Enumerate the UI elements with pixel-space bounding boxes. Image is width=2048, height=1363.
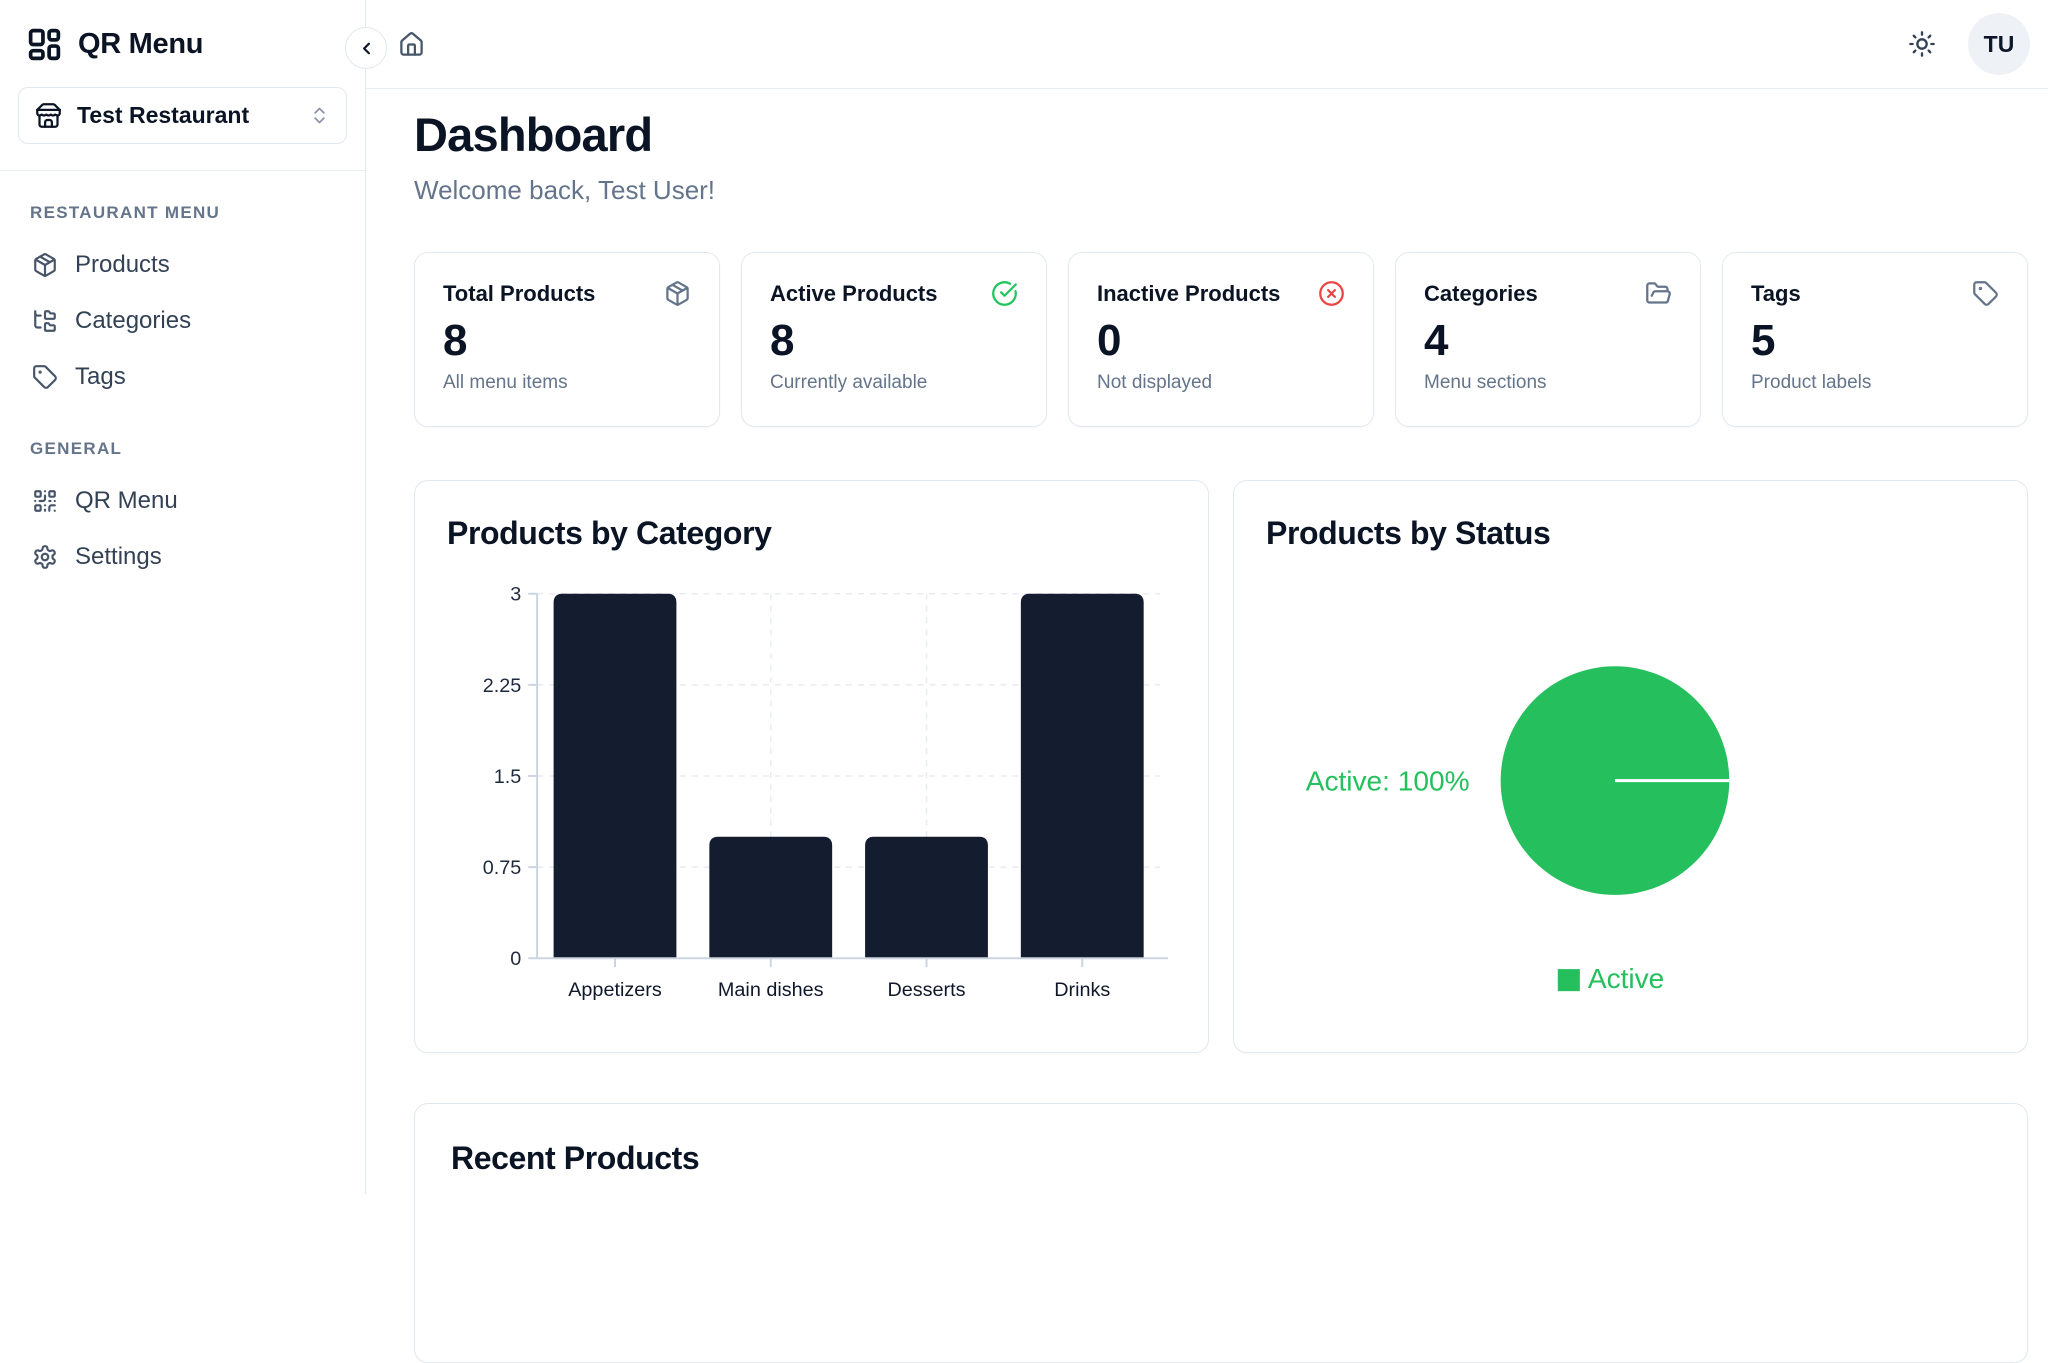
home-button[interactable] (392, 25, 431, 64)
sidebar-item-label: Tags (75, 363, 126, 390)
stat-subtitle: Currently available (770, 372, 928, 394)
stat-subtitle: Menu sections (1424, 372, 1547, 394)
package-icon (666, 281, 689, 307)
svg-text:0.75: 0.75 (483, 857, 522, 879)
stat-value: 0 (1097, 316, 1122, 366)
sidebar-nav: RESTAURANT MENU Products Categories (0, 171, 365, 611)
folder-open-icon (1646, 282, 1671, 305)
sidebar-item-label: Settings (75, 543, 162, 570)
theme-toggle-button[interactable] (1902, 24, 1942, 64)
stat-card-total-products: Total Products 8 All menu items (414, 252, 720, 428)
check-circle-icon (992, 281, 1017, 307)
chevrons-up-down-icon (314, 107, 325, 124)
sidebar-item-label: Categories (75, 307, 192, 334)
stat-value: 8 (443, 316, 468, 366)
stat-title: Categories (1424, 280, 1538, 306)
stat-value: 4 (1424, 316, 1449, 366)
restaurant-selector-wrap: Test Restaurant (0, 87, 365, 171)
dashboard-content: Dashboard Welcome back, Test User! Total… (366, 89, 2048, 1363)
svg-text:2.25: 2.25 (483, 675, 522, 697)
sidebar-item-label: QR Menu (75, 487, 178, 514)
gear-icon (34, 545, 56, 569)
svg-text:Active: 100%: Active: 100% (1306, 766, 1470, 797)
main-area: TU Dashboard Welcome back, Test User! To… (366, 0, 2048, 1363)
svg-text:0: 0 (510, 949, 521, 971)
svg-text:1.5: 1.5 (494, 766, 522, 788)
svg-text:3: 3 (510, 584, 521, 606)
x-circle-icon (1319, 281, 1344, 307)
recent-products-title: Recent Products (451, 1140, 700, 1177)
products-by-category-bar-chart: 0 0.75 1.5 2.25 3 Appetizers Main dishes Desser… (483, 584, 1169, 1001)
home-icon (400, 31, 423, 56)
section-label: GENERAL (30, 439, 123, 458)
sidebar-item-products[interactable]: Products (18, 237, 347, 293)
pie-chart-title: Products by Status (1266, 515, 1551, 552)
stat-title: Inactive Products (1097, 280, 1281, 306)
stat-title: Total Products (443, 280, 596, 306)
svg-text:Drinks: Drinks (1054, 979, 1110, 1001)
svg-text:Desserts: Desserts (887, 979, 965, 1001)
sidebar-item-label: Products (75, 251, 170, 278)
store-icon (36, 103, 61, 128)
stat-subtitle: Not displayed (1097, 372, 1213, 394)
bar-chart-card: Products by Category 0 0.75 1.5 2.25 3 Appeti… (414, 480, 1209, 1054)
bar-chart-title: Products by Category (447, 515, 772, 552)
restaurant-name: Test Restaurant (77, 102, 250, 128)
sidebar-item-categories[interactable]: Categories (18, 293, 347, 349)
nav-section-general: GENERAL QR Menu Settings (18, 439, 347, 585)
tag-icon (33, 365, 57, 389)
sidebar-item-settings[interactable]: Settings (18, 529, 347, 585)
chevron-left-icon (362, 42, 370, 54)
stat-card-inactive-products: Inactive Products 0 Not displayed (1068, 252, 1374, 428)
charts-row: Products by Category 0 0.75 1.5 2.25 3 Appeti… (414, 480, 2028, 1054)
app-logo-icon (28, 28, 61, 61)
folder-tree-icon (34, 310, 56, 332)
products-by-status-pie-chart: Active: 100% Active (1306, 666, 1730, 995)
stat-subtitle: All menu items (443, 372, 568, 394)
topbar-right: TU (1902, 13, 2030, 75)
stat-card-active-products: Active Products 8 Currently available (741, 252, 1047, 428)
sidebar: QR Menu Test Restaurant RESTAURANT MENU (0, 0, 366, 1194)
topbar: TU (366, 0, 2048, 89)
welcome-message: Welcome back, Test User! (414, 175, 716, 206)
svg-text:Appetizers: Appetizers (568, 979, 662, 1001)
pie-chart-card: Products by Status Active: 100% Active (1233, 480, 2028, 1054)
stat-card-tags: Tags 5 Product labels (1722, 252, 2028, 428)
stat-value: 5 (1751, 316, 1776, 366)
stat-subtitle: Product labels (1751, 372, 1872, 394)
stat-card-categories: Categories 4 Menu sections (1395, 252, 1701, 428)
stat-value: 8 (770, 316, 795, 366)
avatar[interactable]: TU (1968, 13, 2030, 75)
app-brand: QR Menu (0, 0, 365, 87)
sun-icon (1909, 31, 1935, 57)
qr-code-icon (34, 490, 56, 512)
recent-products-card: Recent Products (414, 1103, 2028, 1363)
restaurant-selector[interactable]: Test Restaurant (18, 87, 347, 144)
tag-icon (1973, 281, 1998, 307)
sidebar-collapse-button[interactable] (345, 27, 387, 69)
sidebar-item-tags[interactable]: Tags (18, 349, 347, 405)
sidebar-item-qr-menu[interactable]: QR Menu (18, 473, 347, 529)
stats-row: Total Products 8 All menu items Active P… (414, 252, 2028, 428)
section-label: RESTAURANT MENU (30, 203, 221, 222)
svg-text:Active: Active (1588, 964, 1664, 995)
app-title: QR Menu (78, 28, 204, 60)
page-title: Dashboard (414, 108, 653, 161)
svg-text:Main dishes: Main dishes (718, 979, 824, 1001)
stat-title: Tags (1751, 280, 1801, 306)
nav-section-restaurant-menu: RESTAURANT MENU Products Categories (18, 203, 347, 405)
package-icon (34, 253, 56, 277)
stat-title: Active Products (770, 280, 938, 306)
